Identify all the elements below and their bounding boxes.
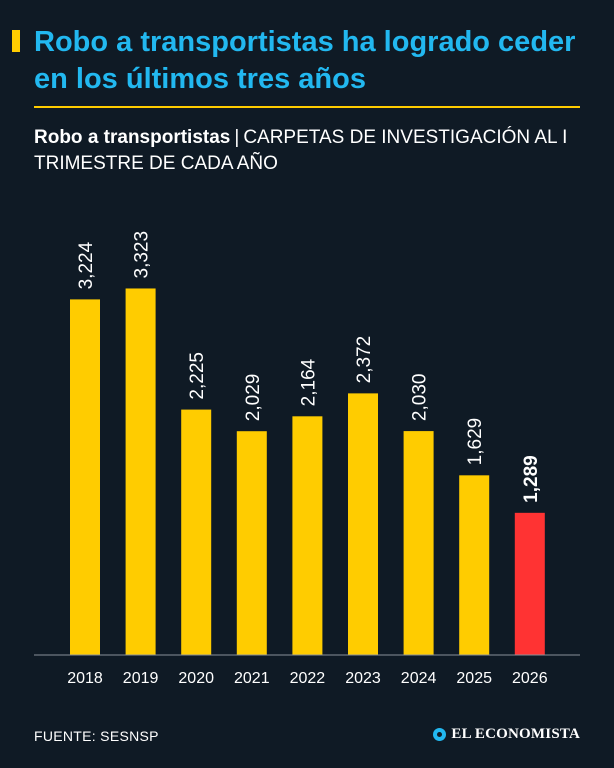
chart-subtitle: Robo a transportistas | CARPETAS DE INVEST… (34, 125, 594, 177)
brand-name: EL ECONOMISTA (451, 726, 580, 742)
x-tick-label-2018: 2018 (67, 670, 103, 687)
brand: EL ECONOMISTA (433, 726, 580, 743)
x-tick-label-2024: 2024 (401, 670, 437, 687)
value-label-2022: 2,164 (298, 358, 319, 406)
headline-accent-mark (12, 30, 20, 52)
subtitle-separator: | (234, 127, 240, 148)
headline-divider (34, 106, 580, 108)
source-note: FUENTE: SESNSP (34, 728, 159, 744)
value-label-2021: 2,029 (243, 374, 264, 422)
x-tick-label-2020: 2020 (178, 670, 214, 687)
value-label-2026: 1,289 (521, 455, 542, 503)
headline: Robo a transportistas ha logrado ceder e… (34, 26, 576, 95)
value-label-2018: 3,224 (76, 241, 97, 289)
value-label-2023: 2,372 (354, 336, 375, 384)
x-tick-label-2022: 2022 (290, 670, 326, 687)
x-tick-label-2019: 2019 (123, 670, 159, 687)
bar-2025 (459, 475, 490, 655)
x-tick-label-2023: 2023 (345, 670, 381, 687)
bar-2024 (403, 431, 434, 655)
bar-2019 (125, 288, 156, 655)
bar-2021 (236, 431, 267, 655)
x-tick-label-2026: 2026 (512, 670, 548, 687)
bar-2018 (70, 299, 100, 655)
value-label-2025: 1,629 (465, 418, 486, 466)
bar-2023 (348, 393, 378, 655)
brand-logo-icon (433, 728, 447, 741)
bar-2022 (292, 416, 323, 655)
x-tick-label-2021: 2021 (234, 670, 270, 687)
bar-2020 (181, 409, 212, 655)
x-tick-label-2025: 2025 (456, 670, 492, 687)
chart-subtitle-text: CARPETAS DE INVESTIGACIÓN AL I TRIMESTRE… (34, 127, 568, 174)
chart-title: Robo a transportistas (34, 127, 231, 148)
bar-chart: 3,224 2018 3,323 2019 2,225 2020 2,029 2021 2,16… (34, 231, 580, 687)
value-label-2020: 2,225 (187, 352, 208, 400)
value-label-2019: 3,323 (132, 231, 153, 279)
bar-2026 (514, 512, 545, 655)
value-label-2024: 2,030 (410, 374, 431, 422)
